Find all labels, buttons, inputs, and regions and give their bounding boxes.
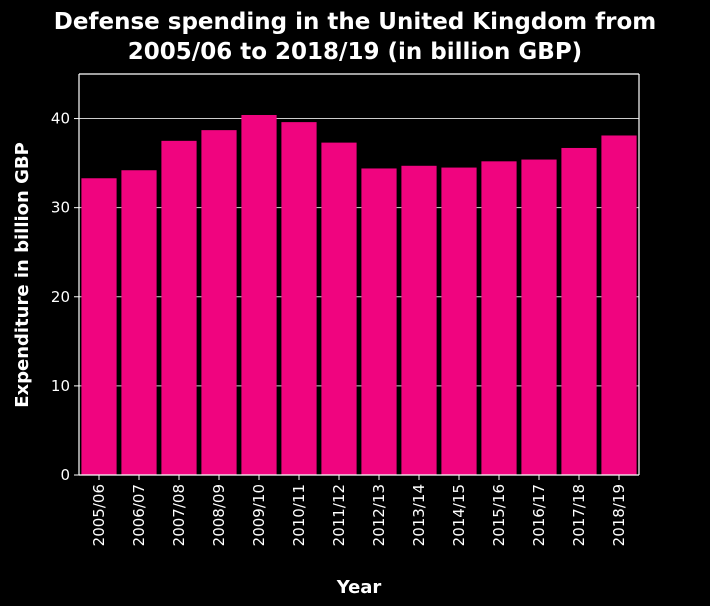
- bar-2014/15: [441, 167, 477, 476]
- x-tick-label-2016/17: 2016/17: [530, 484, 548, 546]
- x-tick-label-2008/09: 2008/09: [210, 484, 228, 546]
- x-tick-label-2011/12: 2011/12: [330, 484, 348, 546]
- x-tick-label-2009/10: 2009/10: [250, 484, 268, 546]
- x-tick-label-2017/18: 2017/18: [570, 484, 588, 546]
- bar-2018/19: [601, 135, 637, 475]
- y-tick-label-30: 30: [51, 199, 70, 217]
- x-tick-label-2015/16: 2015/16: [490, 484, 508, 546]
- y-axis-label: Expenditure in billion GBP: [12, 142, 33, 408]
- y-tick-label-10: 10: [51, 377, 70, 395]
- x-tick-label-2014/15: 2014/15: [450, 484, 468, 546]
- bar-2010/11: [281, 122, 317, 476]
- bar-2006/07: [121, 170, 157, 476]
- chart-title-line-1: Defense spending in the United Kingdom f…: [54, 9, 656, 35]
- x-axis-label: Year: [336, 577, 382, 598]
- bar-2012/13: [361, 168, 397, 476]
- bar-2005/06: [81, 178, 117, 475]
- x-tick-label-2007/08: 2007/08: [170, 484, 188, 546]
- bar-2016/17: [521, 159, 557, 475]
- bar-2007/08: [161, 140, 197, 476]
- y-tick-label-20: 20: [51, 288, 70, 306]
- x-tick-label-2012/13: 2012/13: [370, 484, 388, 546]
- bar-2008/09: [201, 130, 237, 475]
- x-tick-label-2013/14: 2013/14: [410, 484, 428, 546]
- bar-2013/14: [401, 165, 437, 476]
- bar-2017/18: [561, 147, 597, 475]
- chart-title-line-2: 2005/06 to 2018/19 (in billion GBP): [128, 39, 582, 65]
- x-tick-label-2018/19: 2018/19: [610, 484, 628, 546]
- bar-2011/12: [321, 142, 357, 476]
- x-tick-label-2006/07: 2006/07: [130, 484, 148, 546]
- x-tick-label-2005/06: 2005/06: [90, 484, 108, 546]
- x-tick-label-2010/11: 2010/11: [290, 484, 308, 546]
- bar-2009/10: [241, 114, 277, 475]
- bar-2015/16: [481, 161, 517, 475]
- y-tick-label-40: 40: [51, 110, 70, 128]
- plot-area: 0 10 20 30 40 2005/06 2006/07 2007/08 2008/09 200…: [51, 73, 640, 546]
- y-tick-label-0: 0: [60, 466, 70, 484]
